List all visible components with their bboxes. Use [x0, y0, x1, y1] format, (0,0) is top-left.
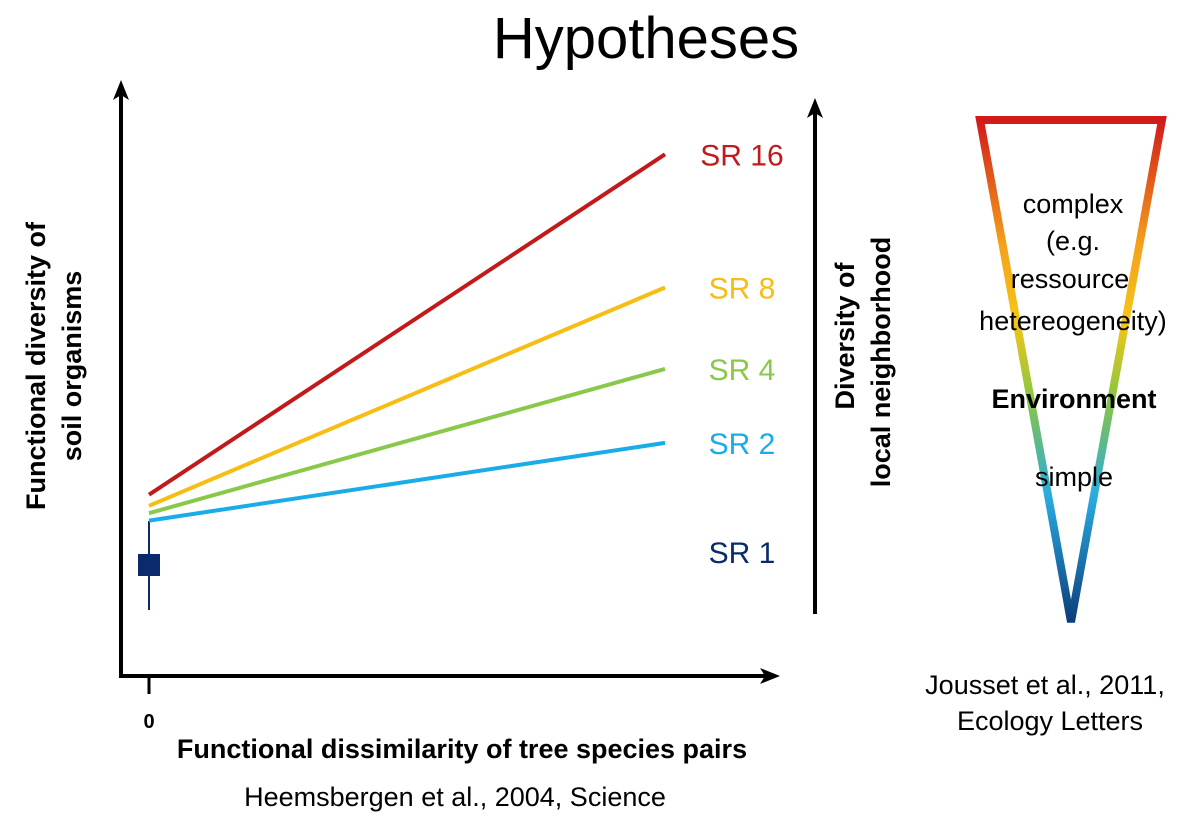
env-complex-line4: hetereogeneity) — [979, 306, 1167, 336]
chart-citation: Heemsbergen et al., 2004, Science — [244, 782, 666, 812]
series-sr-16-label: SR 16 — [700, 139, 783, 172]
chart-title: Hypotheses — [493, 6, 799, 71]
env-label: Environment — [991, 384, 1156, 414]
series-sr-4-label: SR 4 — [709, 354, 776, 387]
neighborhood-axis-label-line1: Diversity of — [830, 261, 860, 409]
x-tick-label: 0 — [143, 711, 154, 733]
series-sr-8-line — [148, 285, 666, 508]
series-sr-1-label: SR 1 — [709, 537, 776, 570]
series-layer: SR 1 SR 2 SR 4 SR 8 SR 16 — [138, 139, 784, 610]
y-axis-label-line1: Functional diversity of — [21, 221, 51, 510]
environment-gradient-triangle — [975, 116, 1167, 623]
neighborhood-axis-label-line2: local neighborhood — [866, 237, 896, 488]
series-sr-4-line — [148, 366, 666, 516]
series-sr-2-line — [148, 440, 666, 523]
env-citation-line2: Ecology Letters — [957, 706, 1143, 736]
series-sr-2-label: SR 2 — [709, 428, 776, 461]
series-sr-1-marker — [138, 554, 160, 576]
series-sr-8-label: SR 8 — [709, 273, 776, 306]
y-axis-label-line2: soil organisms — [57, 271, 87, 462]
series-sr-16-line — [147, 152, 667, 497]
x-axis-label: Functional dissimilarity of tree species… — [177, 734, 747, 764]
env-complex-line2: (e.g. — [1046, 226, 1100, 256]
env-complex-line3: ressource — [1011, 264, 1130, 294]
env-citation-line1: Jousset et al., 2011, — [925, 670, 1165, 700]
env-simple: simple — [1035, 462, 1113, 492]
env-complex-line1: complex — [1023, 189, 1124, 219]
